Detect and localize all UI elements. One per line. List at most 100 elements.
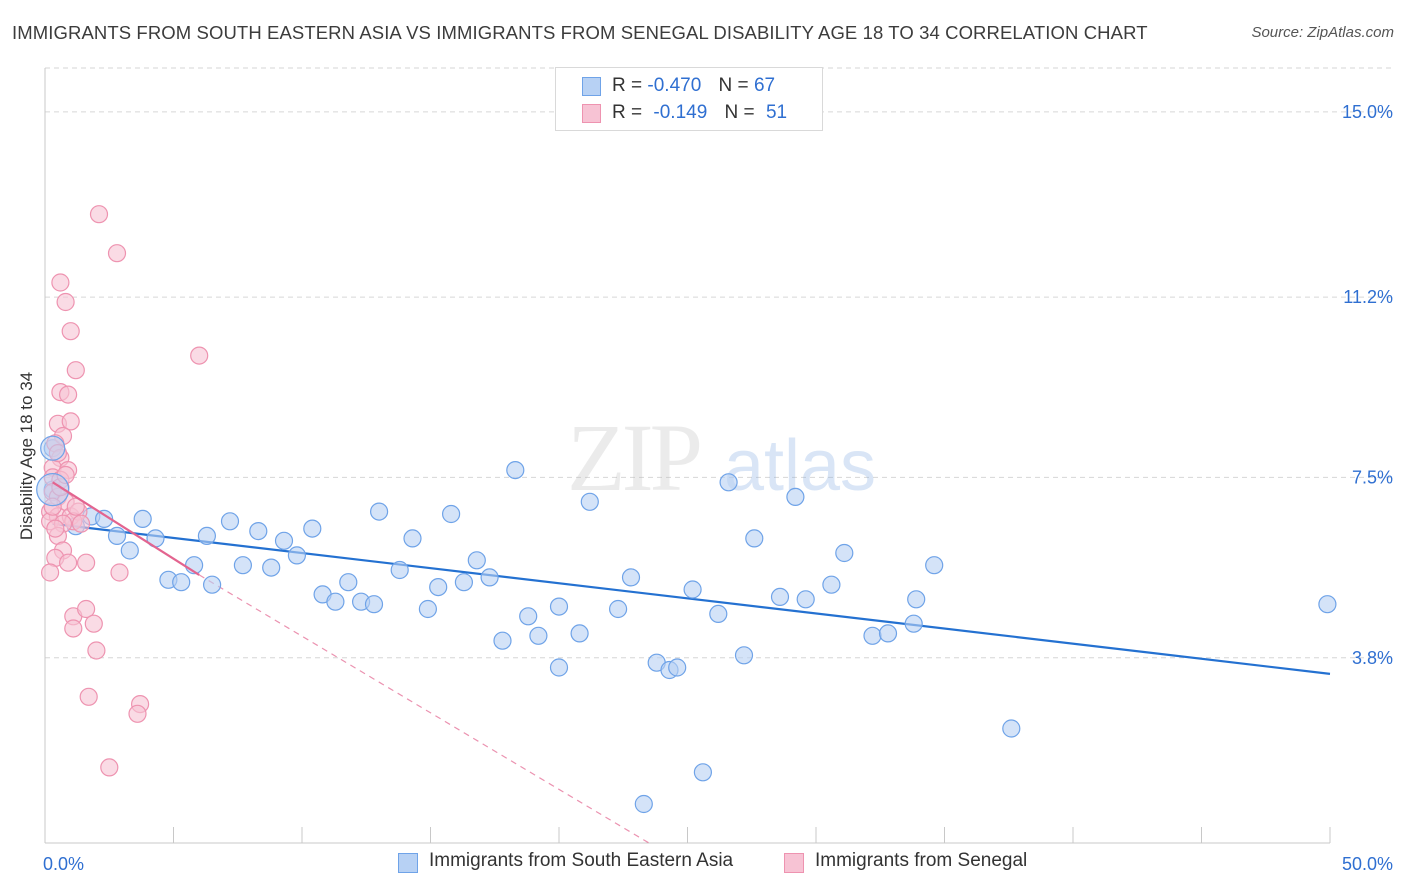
data-point (403, 529, 422, 548)
trendline-senegal (52, 481, 200, 576)
data-point (493, 631, 512, 650)
trendline-south-eastern-asia (52, 522, 1331, 675)
data-point (58, 553, 78, 572)
data-point (87, 641, 106, 660)
tick-labels: 3.8% 7.5% 11.2% 15.0% 0.0% 50.0% (43, 102, 1393, 874)
data-point (71, 514, 91, 533)
data-points (36, 205, 1337, 814)
n-value-sea: 67 (753, 75, 776, 96)
data-point (303, 519, 322, 538)
data-point (79, 687, 98, 706)
data-point (418, 599, 437, 619)
data-point (56, 292, 75, 312)
y-tick-label: 7.5% (1352, 467, 1393, 487)
data-point (61, 412, 80, 431)
data-point (878, 624, 898, 643)
data-point (61, 322, 80, 341)
data-point (128, 704, 147, 723)
n-label: N = (718, 75, 749, 96)
data-point (519, 607, 538, 626)
data-point (84, 614, 103, 633)
data-point (925, 556, 944, 575)
data-point (89, 205, 109, 224)
legend-swatch-senegal-bottom (784, 853, 804, 873)
data-point (770, 587, 790, 607)
data-point (274, 531, 294, 550)
data-point (197, 526, 216, 546)
data-point (172, 573, 191, 592)
data-point (326, 592, 345, 611)
data-point (454, 573, 473, 592)
x-tick-label-max: 50.0% (1342, 854, 1393, 874)
r-label: R = (612, 102, 643, 123)
series-south-eastern-asia (43, 439, 1337, 814)
data-point (58, 385, 78, 404)
chart-title: IMMIGRANTS FROM SOUTH EASTERN ASIA VS IM… (12, 22, 1148, 43)
data-point (249, 521, 268, 541)
legend-swatch-senegal (582, 104, 601, 123)
data-point (262, 558, 281, 577)
data-point (66, 361, 85, 380)
legend-swatch-sea-bottom (398, 853, 418, 873)
data-point (786, 487, 805, 506)
watermark: ZIP atlas (567, 404, 876, 511)
data-point (467, 551, 486, 570)
data-point (107, 526, 127, 546)
data-point (442, 504, 461, 524)
y-axis-label: Disability Age 18 to 34 (17, 371, 36, 541)
data-point (580, 492, 599, 511)
source-label: Source: ZipAtlas.com (1251, 24, 1394, 41)
data-point (549, 658, 569, 677)
trend-lines (52, 522, 1331, 844)
data-point (608, 599, 628, 619)
data-point (904, 614, 923, 633)
data-point (51, 273, 70, 292)
data-point (570, 624, 589, 643)
x-tick-label-min: 0.0% (43, 854, 84, 874)
data-point (64, 619, 83, 638)
data-point (1002, 719, 1021, 738)
data-point (668, 658, 687, 677)
r-value-senegal: -0.149 (653, 102, 708, 123)
data-point (190, 346, 209, 365)
data-point (429, 577, 448, 597)
data-point (863, 626, 882, 645)
data-point (1318, 595, 1337, 614)
n-value-senegal: 51 (765, 102, 788, 123)
y-tick-label: 15.0% (1342, 102, 1393, 122)
data-point (549, 597, 569, 616)
data-point (390, 560, 409, 580)
data-point (709, 604, 728, 624)
data-point (120, 541, 139, 560)
data-point (506, 461, 525, 480)
correlation-legend: R = -0.470 N = 67 R = -0.149 N = 51 (555, 67, 823, 131)
data-point (621, 568, 641, 587)
data-point (796, 590, 815, 609)
r-value-sea: -0.470 (647, 75, 702, 96)
data-point (76, 599, 96, 619)
data-point (133, 509, 152, 529)
data-point (203, 575, 222, 594)
data-point (529, 626, 548, 645)
legend-swatch-sea (582, 77, 601, 96)
data-point (907, 590, 926, 609)
n-label: N = (724, 102, 755, 123)
legend-label-senegal: Immigrants from Senegal (815, 850, 1028, 871)
data-point (719, 473, 738, 492)
legend-label-sea: Immigrants from South Eastern Asia (429, 850, 734, 871)
data-point (46, 519, 65, 538)
data-point (220, 512, 240, 531)
data-point (287, 546, 306, 565)
data-point-cluster (40, 435, 66, 461)
data-point (100, 758, 119, 777)
data-point (370, 502, 389, 521)
data-point (683, 580, 702, 599)
data-point (480, 568, 499, 587)
data-point (634, 794, 653, 814)
data-point (339, 573, 358, 592)
data-point (364, 595, 384, 614)
data-point (745, 529, 764, 548)
y-tick-label: 3.8% (1352, 648, 1393, 668)
data-point-cluster (36, 473, 70, 507)
data-point (40, 563, 60, 582)
